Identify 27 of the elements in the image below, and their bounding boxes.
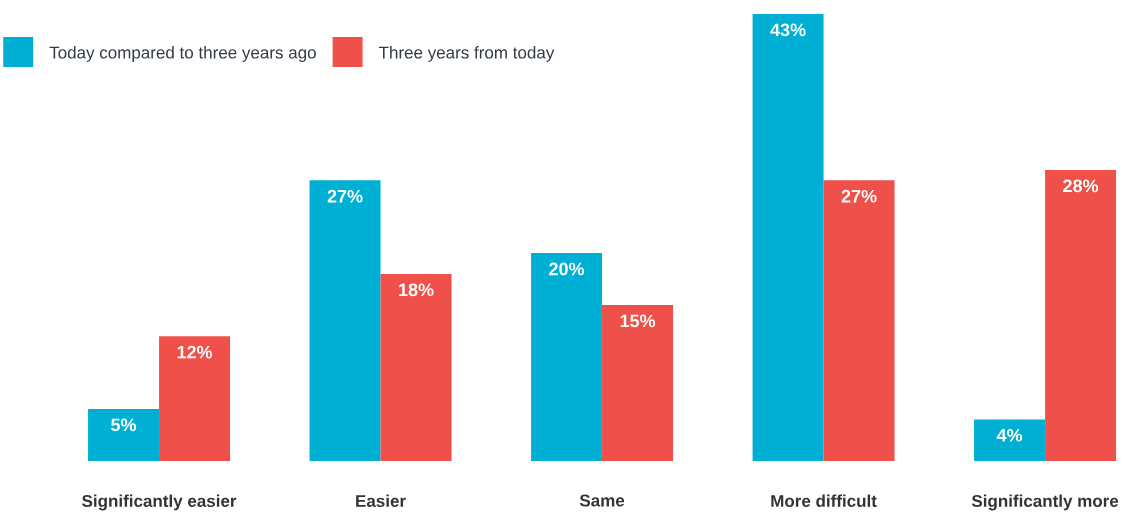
- data-label: 5%: [111, 418, 137, 432]
- data-label: 18%: [399, 283, 434, 297]
- data-label: 27%: [841, 189, 877, 203]
- data-label: 43%: [770, 23, 806, 37]
- bar: [531, 253, 603, 461]
- x-tick-label: Significantly more: [971, 494, 1119, 511]
- x-tick-label: Same: [579, 494, 625, 507]
- data-label: 4%: [996, 428, 1023, 442]
- data-label: 20%: [549, 262, 585, 276]
- legend-label: Three years from today: [378, 46, 555, 62]
- bar: [380, 273, 452, 461]
- data-label: 12%: [177, 345, 213, 359]
- x-tick-label: Significantly easier: [82, 494, 237, 511]
- data-label: 27%: [327, 189, 363, 203]
- bar: [1045, 169, 1117, 461]
- bar: [159, 336, 231, 461]
- bar: [974, 419, 1046, 461]
- x-tick-label: Easier: [356, 494, 406, 508]
- data-label: 28%: [1063, 179, 1099, 193]
- bar: [602, 305, 674, 461]
- legend-label: Today compared to three years ago: [49, 46, 316, 62]
- bar: [823, 180, 895, 461]
- bar: [309, 180, 381, 461]
- bar: [752, 14, 824, 461]
- bar: [88, 409, 160, 461]
- data-label: 15%: [620, 314, 656, 328]
- x-tick-label: More difficult: [771, 494, 877, 508]
